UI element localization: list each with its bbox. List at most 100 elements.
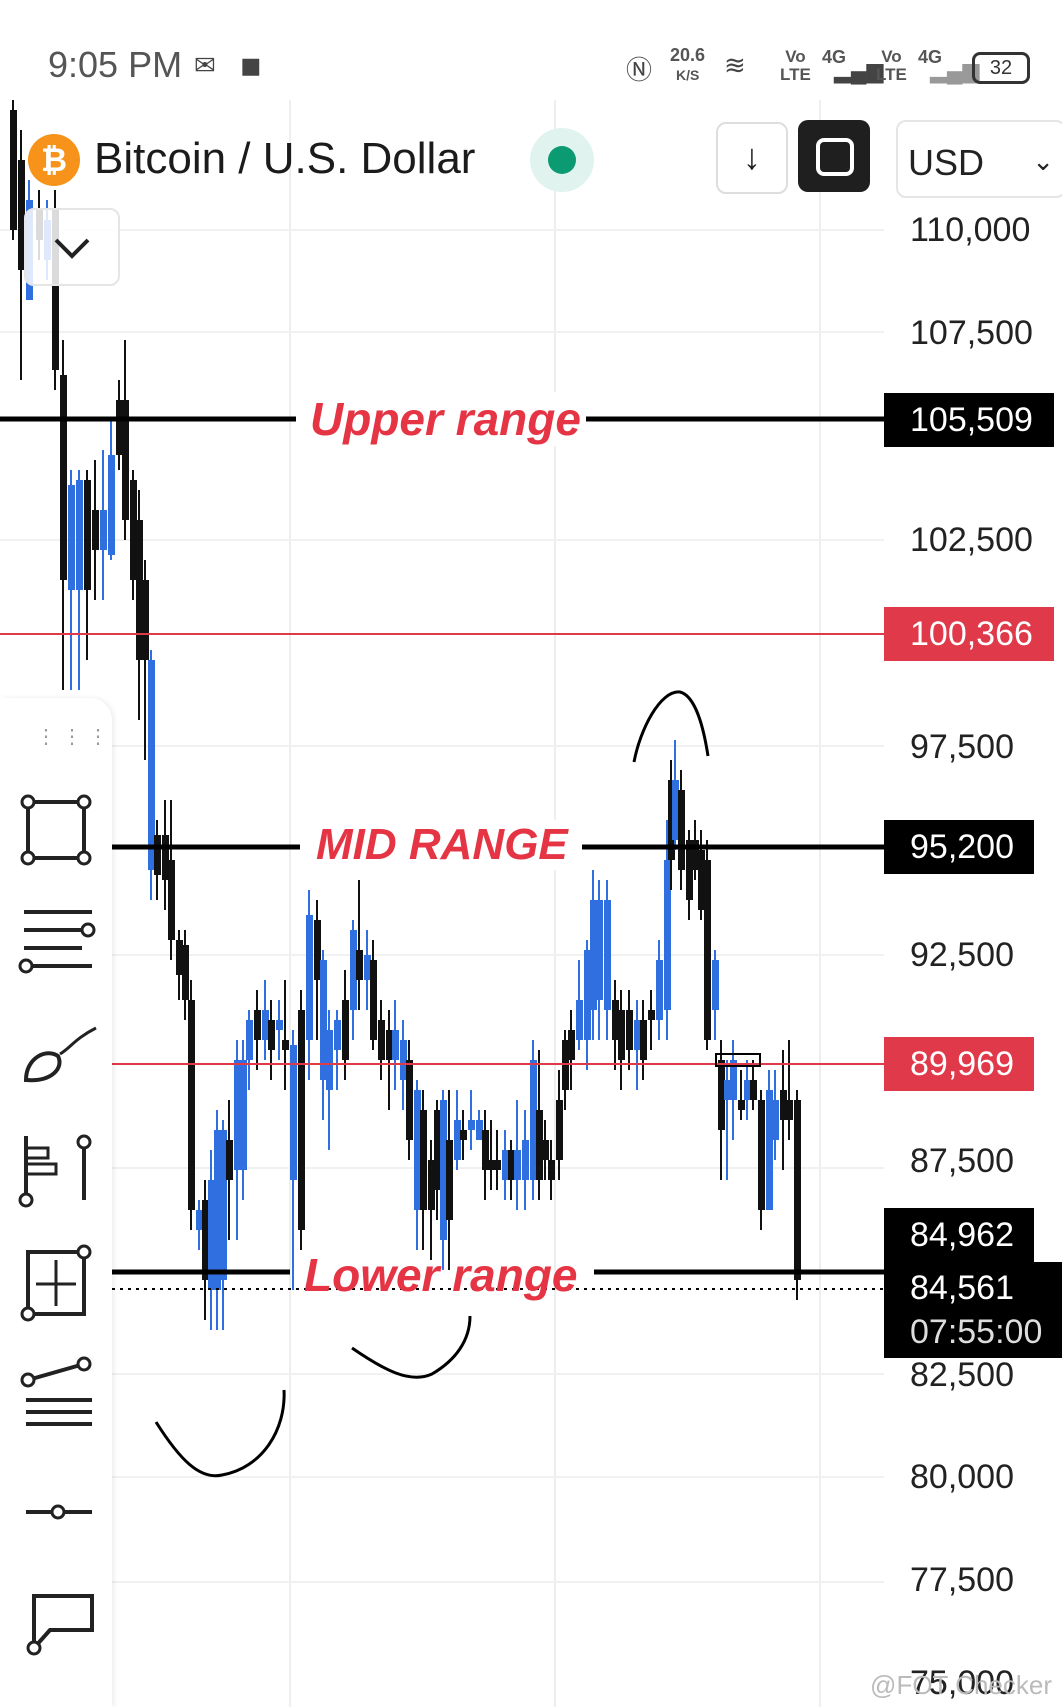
- candle-body: [84, 480, 91, 590]
- candle-body: [142, 580, 149, 660]
- candle-body: [718, 1060, 725, 1130]
- price-tick-label: 77,500: [910, 1561, 1014, 1599]
- price-tick-label: 82,500: [910, 1356, 1014, 1394]
- horizontal-line-tool-icon[interactable]: [12, 1468, 102, 1558]
- candle-body: [548, 1160, 555, 1180]
- candle-body: [786, 1100, 793, 1120]
- price-tick-label: 75,000: [910, 1664, 1014, 1702]
- hand-drawn-top-curve: [632, 690, 710, 763]
- symbol-title[interactable]: Bitcoin / U.S. Dollar: [94, 134, 476, 183]
- candle-body: [488, 1160, 495, 1170]
- fullscreen-icon: [816, 138, 854, 176]
- red-level-1-price-tag: 100,366: [884, 607, 1054, 661]
- bitcoin-icon: ₿: [28, 134, 80, 186]
- net-speed: 20.6: [670, 45, 706, 65]
- candle-body: [434, 1110, 441, 1190]
- candle-body: [508, 1150, 515, 1180]
- candle-body: [334, 1020, 341, 1050]
- candle-body: [704, 860, 711, 1040]
- candle-body: [780, 1090, 787, 1120]
- candle-body: [92, 510, 99, 550]
- toolbar-drag-handle[interactable]: ⋮⋮⋮: [36, 726, 114, 748]
- candle-body: [370, 960, 377, 1040]
- rectangle-tool-icon[interactable]: [12, 788, 102, 878]
- lower-range-price-tag: 84,962: [884, 1208, 1034, 1262]
- candle-body: [182, 945, 189, 1000]
- price-chart[interactable]: [0, 100, 1062, 1707]
- fullscreen-button[interactable]: [798, 120, 870, 192]
- current-price-tag: 84,561 07:55:00: [884, 1262, 1062, 1358]
- candle-body: [794, 1100, 801, 1280]
- candle-body: [306, 915, 313, 1040]
- candle-body: [268, 1020, 275, 1050]
- candle-body: [414, 1090, 421, 1210]
- candle-body: [202, 1200, 209, 1280]
- volte-2: Vo LTE: [876, 47, 907, 84]
- currency-select[interactable]: USD ⌄: [896, 120, 1062, 198]
- signal-2-type: 4G: [918, 47, 943, 67]
- fib-retracement-tool-icon[interactable]: [12, 1348, 102, 1438]
- status-time: 9:05 PM: [48, 44, 183, 85]
- price-tick-label: 97,500: [910, 728, 1014, 766]
- candle-body: [656, 960, 663, 1020]
- arrow-down-icon: ↓: [743, 136, 761, 177]
- drawing-toolbar: [0, 698, 112, 1707]
- candle-body: [482, 1130, 489, 1170]
- signal-2-icon: ▂▄▆: [930, 58, 980, 83]
- price-tick-label: 107,500: [910, 314, 1033, 352]
- candle-body: [612, 1000, 619, 1040]
- message-icon: ✉: [194, 50, 216, 80]
- app-notification-icon: ◼: [240, 50, 262, 80]
- candle-body: [604, 900, 611, 1010]
- candle-body: [254, 1010, 261, 1040]
- candle-body: [10, 110, 17, 230]
- candle-body: [320, 960, 327, 1080]
- brush-tool-icon[interactable]: [12, 1018, 102, 1108]
- candle-body: [750, 1080, 757, 1100]
- measure-tool-icon[interactable]: [12, 1238, 102, 1328]
- current-price: 84,561: [910, 1269, 1014, 1307]
- battery-indicator: 32: [972, 52, 1030, 84]
- upper-range-price-tag: 105,509: [884, 393, 1054, 447]
- candle-body: [18, 160, 25, 270]
- candle-body: [208, 1180, 215, 1290]
- candle-body: [668, 780, 675, 860]
- candle-body: [262, 1010, 269, 1040]
- candle-body: [220, 1130, 227, 1280]
- signal-1-type: 4G: [822, 47, 847, 67]
- callout-tool-icon[interactable]: [12, 1578, 102, 1668]
- candle-body: [196, 1210, 203, 1230]
- candle-body: [514, 1150, 521, 1180]
- candle-body: [618, 1010, 625, 1060]
- candle-body: [698, 850, 705, 910]
- candle-body: [576, 1000, 583, 1040]
- scroll-down-button[interactable]: ↓: [716, 122, 788, 194]
- candle-body: [440, 1100, 447, 1240]
- collapse-toggle-button[interactable]: [24, 208, 120, 286]
- candle-body: [290, 1045, 297, 1180]
- candle-body: [766, 1090, 773, 1210]
- candle-body: [556, 1100, 563, 1160]
- candle-body: [392, 1030, 399, 1060]
- signal-1-icon: ▂▄▆: [834, 58, 884, 83]
- candle-body: [214, 1130, 221, 1290]
- candle-body: [52, 210, 59, 370]
- candle-body: [730, 1060, 737, 1100]
- forecast-tool-icon[interactable]: [12, 1128, 102, 1218]
- candle-body: [664, 860, 671, 1010]
- candle-body: [542, 1140, 549, 1160]
- upper-range-label: Upper range: [310, 392, 581, 446]
- candle-body: [428, 1160, 435, 1210]
- candle-body: [386, 1030, 393, 1060]
- wifi-icon: ≋: [724, 50, 746, 80]
- hand-drawn-bottom-curve: [154, 1389, 286, 1478]
- candle-body: [246, 1020, 253, 1060]
- price-tick-label: 87,500: [910, 1142, 1014, 1180]
- red-level-2-price-tag: 89,969: [884, 1037, 1034, 1091]
- candle-body: [188, 1000, 195, 1210]
- candle-body: [724, 1080, 731, 1100]
- parallel-lines-tool-icon[interactable]: [12, 896, 102, 986]
- candle-body: [446, 1140, 453, 1220]
- candle-body: [596, 900, 603, 1000]
- candle-body: [530, 1060, 537, 1180]
